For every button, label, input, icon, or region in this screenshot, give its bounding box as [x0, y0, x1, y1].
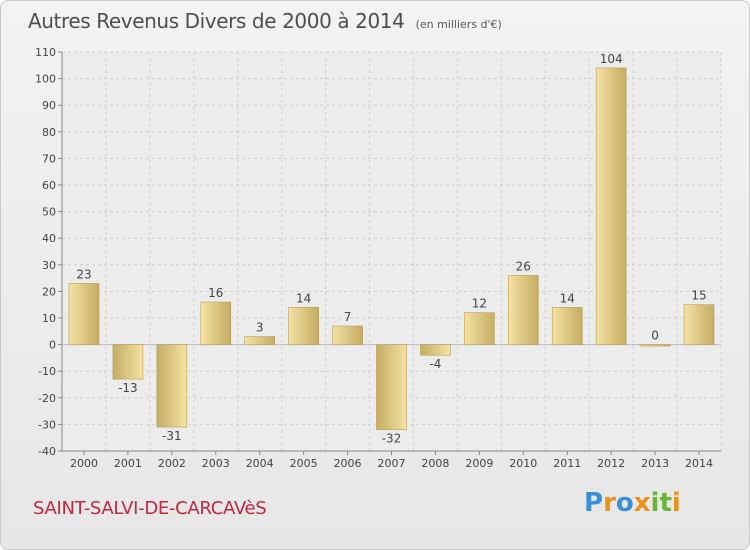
y-tick-label: 50 — [42, 206, 56, 219]
y-tick-label: 80 — [42, 126, 56, 139]
bar-2012 — [595, 67, 627, 345]
commune-name: SAINT-SALVI-DE-CARCAVèS — [33, 498, 267, 519]
x-tick-label-2000: 2000 — [70, 457, 98, 470]
bar-2000 — [68, 283, 100, 345]
logo-letter: x — [633, 488, 651, 518]
x-tick-label-2007: 2007 — [378, 457, 406, 470]
bar-2003 — [200, 301, 232, 345]
y-tick-label: -20 — [38, 392, 56, 405]
value-label-2012: 104 — [600, 52, 623, 66]
y-tick-label: -40 — [38, 445, 56, 458]
x-tick-label-2012: 2012 — [597, 457, 625, 470]
x-tick-label-2006: 2006 — [334, 457, 362, 470]
logo-letter: t — [659, 488, 672, 518]
proxiti-logo[interactable]: Proxiti — [584, 488, 681, 518]
value-label-2007: -32 — [382, 432, 402, 446]
bar-2010 — [507, 275, 539, 345]
value-label-2001: -13 — [118, 381, 138, 395]
value-label-2010: 26 — [516, 259, 531, 273]
x-tick-label-2004: 2004 — [246, 457, 274, 470]
y-tick-label: 60 — [42, 179, 56, 192]
x-tick-label-2009: 2009 — [465, 457, 493, 470]
logo-letter: i — [671, 488, 681, 518]
y-tick-label: 10 — [42, 312, 56, 325]
x-tick-label-2005: 2005 — [290, 457, 318, 470]
x-tick-label-2011: 2011 — [553, 457, 581, 470]
y-tick-label: 40 — [42, 232, 56, 245]
value-label-2009: 12 — [472, 297, 487, 311]
chart-title: Autres Revenus Divers de 2000 à 2014 — [28, 9, 405, 33]
bar-2007 — [376, 344, 407, 431]
y-tick-label: 30 — [42, 259, 56, 272]
value-label-2004: 3 — [256, 321, 264, 335]
value-label-2014: 15 — [691, 289, 706, 303]
y-tick-label: 70 — [42, 152, 56, 165]
value-label-2005: 14 — [296, 291, 311, 305]
bar-2011 — [551, 307, 583, 345]
bar-2013 — [639, 344, 671, 347]
x-tick-label-2014: 2014 — [685, 457, 713, 470]
logo-letter: o — [615, 488, 634, 518]
bar-2014 — [683, 304, 715, 345]
x-tick-label-2010: 2010 — [509, 457, 537, 470]
x-tick-label-2003: 2003 — [202, 457, 230, 470]
bar-2002 — [156, 344, 188, 428]
bar-2005 — [288, 307, 319, 345]
y-tick-label: 20 — [42, 285, 56, 298]
title-row: Autres Revenus Divers de 2000 à 2014 (en… — [28, 9, 502, 33]
y-tick-label: -10 — [38, 365, 56, 378]
value-label-2011: 14 — [560, 291, 575, 305]
logo-letter: P — [584, 488, 604, 518]
bar-2004 — [244, 336, 275, 345]
value-label-2002: -31 — [162, 429, 182, 443]
x-tick-label-2013: 2013 — [641, 457, 669, 470]
y-tick-label: 90 — [42, 99, 56, 112]
value-label-2006: 7 — [344, 310, 352, 324]
logo-letter: r — [603, 488, 616, 518]
x-tick-label-2002: 2002 — [158, 457, 186, 470]
y-tick-label: 100 — [35, 73, 56, 86]
logo-letter: i — [650, 488, 660, 518]
bar-2006 — [332, 325, 363, 345]
bar-2009 — [464, 312, 495, 345]
bar-2008 — [420, 344, 451, 356]
value-label-2013: 0 — [651, 329, 659, 343]
y-tick-label: 0 — [49, 339, 56, 352]
value-label-2003: 16 — [208, 286, 223, 300]
y-tick-label: -30 — [38, 418, 56, 431]
chart-subtitle: (en milliers d'€) — [415, 18, 502, 31]
bar-2001 — [112, 344, 144, 380]
value-label-2000: 23 — [76, 267, 91, 281]
y-tick-label: 110 — [35, 46, 56, 59]
x-tick-label-2008: 2008 — [421, 457, 449, 470]
value-label-2008: -4 — [429, 357, 441, 371]
x-tick-label-2001: 2001 — [114, 457, 142, 470]
